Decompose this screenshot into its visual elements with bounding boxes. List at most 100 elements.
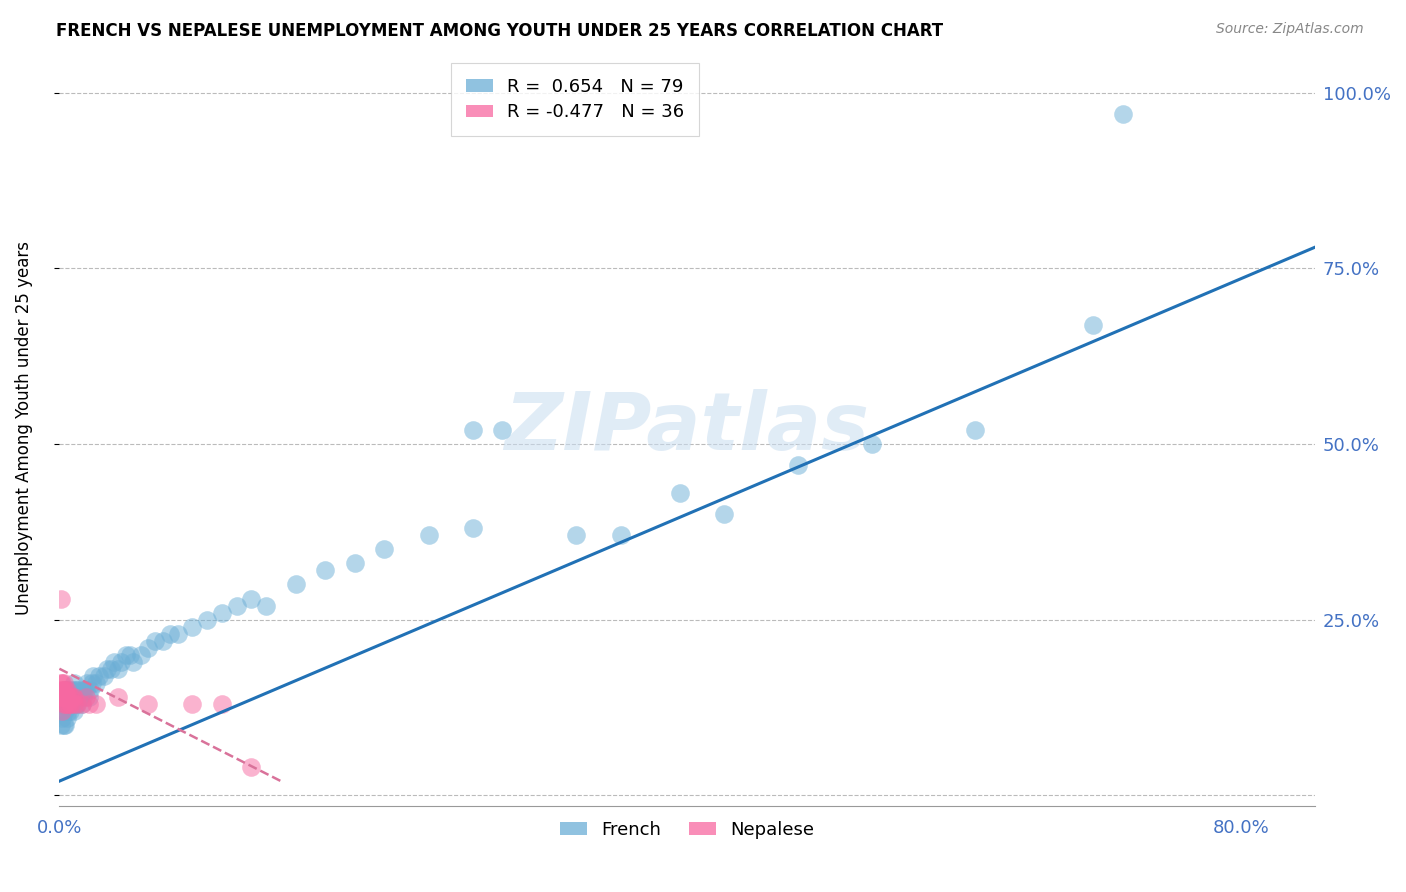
Point bbox=[52, 690, 75, 704]
Point bbox=[62, 682, 84, 697]
Point bbox=[84, 697, 107, 711]
Point bbox=[96, 662, 118, 676]
Point bbox=[77, 697, 100, 711]
Point bbox=[52, 690, 75, 704]
Point bbox=[240, 591, 263, 606]
Point bbox=[55, 690, 77, 704]
Point bbox=[84, 675, 107, 690]
Legend: French, Nepalese: French, Nepalese bbox=[553, 814, 821, 846]
Point bbox=[668, 486, 690, 500]
Point bbox=[51, 690, 73, 704]
Point bbox=[53, 718, 76, 732]
Point bbox=[76, 675, 98, 690]
Point bbox=[786, 458, 808, 472]
Point bbox=[254, 599, 277, 613]
Point bbox=[67, 690, 90, 704]
Point bbox=[963, 423, 986, 437]
Point bbox=[52, 704, 75, 718]
Point bbox=[181, 697, 204, 711]
Point bbox=[51, 704, 73, 718]
Point bbox=[100, 662, 122, 676]
Point bbox=[418, 528, 440, 542]
Point bbox=[284, 577, 307, 591]
Point bbox=[860, 437, 883, 451]
Point bbox=[52, 675, 75, 690]
Point bbox=[59, 704, 82, 718]
Point bbox=[49, 675, 72, 690]
Point bbox=[1081, 318, 1104, 332]
Point bbox=[49, 591, 72, 606]
Point bbox=[70, 682, 93, 697]
Point bbox=[89, 669, 111, 683]
Point bbox=[211, 697, 233, 711]
Point bbox=[62, 697, 84, 711]
Point bbox=[103, 655, 125, 669]
Point bbox=[65, 682, 87, 697]
Point bbox=[69, 690, 91, 704]
Point bbox=[77, 690, 100, 704]
Point bbox=[59, 697, 82, 711]
Point bbox=[373, 542, 395, 557]
Point bbox=[181, 619, 204, 633]
Text: ZIPatlas: ZIPatlas bbox=[505, 389, 869, 467]
Point bbox=[122, 655, 145, 669]
Point bbox=[58, 697, 80, 711]
Point bbox=[66, 682, 89, 697]
Point bbox=[53, 690, 76, 704]
Point bbox=[73, 682, 96, 697]
Point bbox=[314, 563, 336, 577]
Point bbox=[58, 690, 80, 704]
Point bbox=[136, 640, 159, 655]
Point bbox=[343, 557, 366, 571]
Point bbox=[211, 606, 233, 620]
Point bbox=[195, 613, 218, 627]
Point bbox=[63, 690, 86, 704]
Point bbox=[49, 690, 72, 704]
Text: Source: ZipAtlas.com: Source: ZipAtlas.com bbox=[1216, 22, 1364, 37]
Point bbox=[52, 718, 75, 732]
Point bbox=[491, 423, 513, 437]
Point bbox=[53, 697, 76, 711]
Point bbox=[49, 718, 72, 732]
Point bbox=[60, 690, 83, 704]
Point bbox=[565, 528, 588, 542]
Point bbox=[80, 675, 103, 690]
Point bbox=[55, 682, 77, 697]
Point bbox=[51, 682, 73, 697]
Point bbox=[152, 633, 174, 648]
Point bbox=[49, 682, 72, 697]
Point bbox=[82, 669, 104, 683]
Point bbox=[62, 690, 84, 704]
Point bbox=[75, 690, 97, 704]
Point bbox=[59, 690, 82, 704]
Point bbox=[166, 626, 188, 640]
Point bbox=[63, 675, 86, 690]
Point bbox=[120, 648, 142, 662]
Point bbox=[63, 690, 86, 704]
Point bbox=[159, 626, 181, 640]
Point bbox=[129, 648, 152, 662]
Point bbox=[59, 690, 82, 704]
Point bbox=[75, 682, 97, 697]
Point bbox=[53, 704, 76, 718]
Point bbox=[55, 711, 77, 725]
Point bbox=[609, 528, 631, 542]
Point bbox=[93, 669, 115, 683]
Point bbox=[55, 697, 77, 711]
Point bbox=[60, 682, 83, 697]
Text: FRENCH VS NEPALESE UNEMPLOYMENT AMONG YOUTH UNDER 25 YEARS CORRELATION CHART: FRENCH VS NEPALESE UNEMPLOYMENT AMONG YO… bbox=[56, 22, 943, 40]
Point bbox=[51, 711, 73, 725]
Point bbox=[58, 690, 80, 704]
Point bbox=[53, 682, 76, 697]
Point bbox=[461, 521, 484, 535]
Point bbox=[58, 704, 80, 718]
Point bbox=[70, 697, 93, 711]
Point bbox=[1111, 107, 1133, 121]
Point bbox=[51, 697, 73, 711]
Point bbox=[240, 760, 263, 774]
Point bbox=[51, 675, 73, 690]
Point bbox=[55, 697, 77, 711]
Point bbox=[145, 633, 167, 648]
Point bbox=[60, 697, 83, 711]
Point bbox=[107, 690, 129, 704]
